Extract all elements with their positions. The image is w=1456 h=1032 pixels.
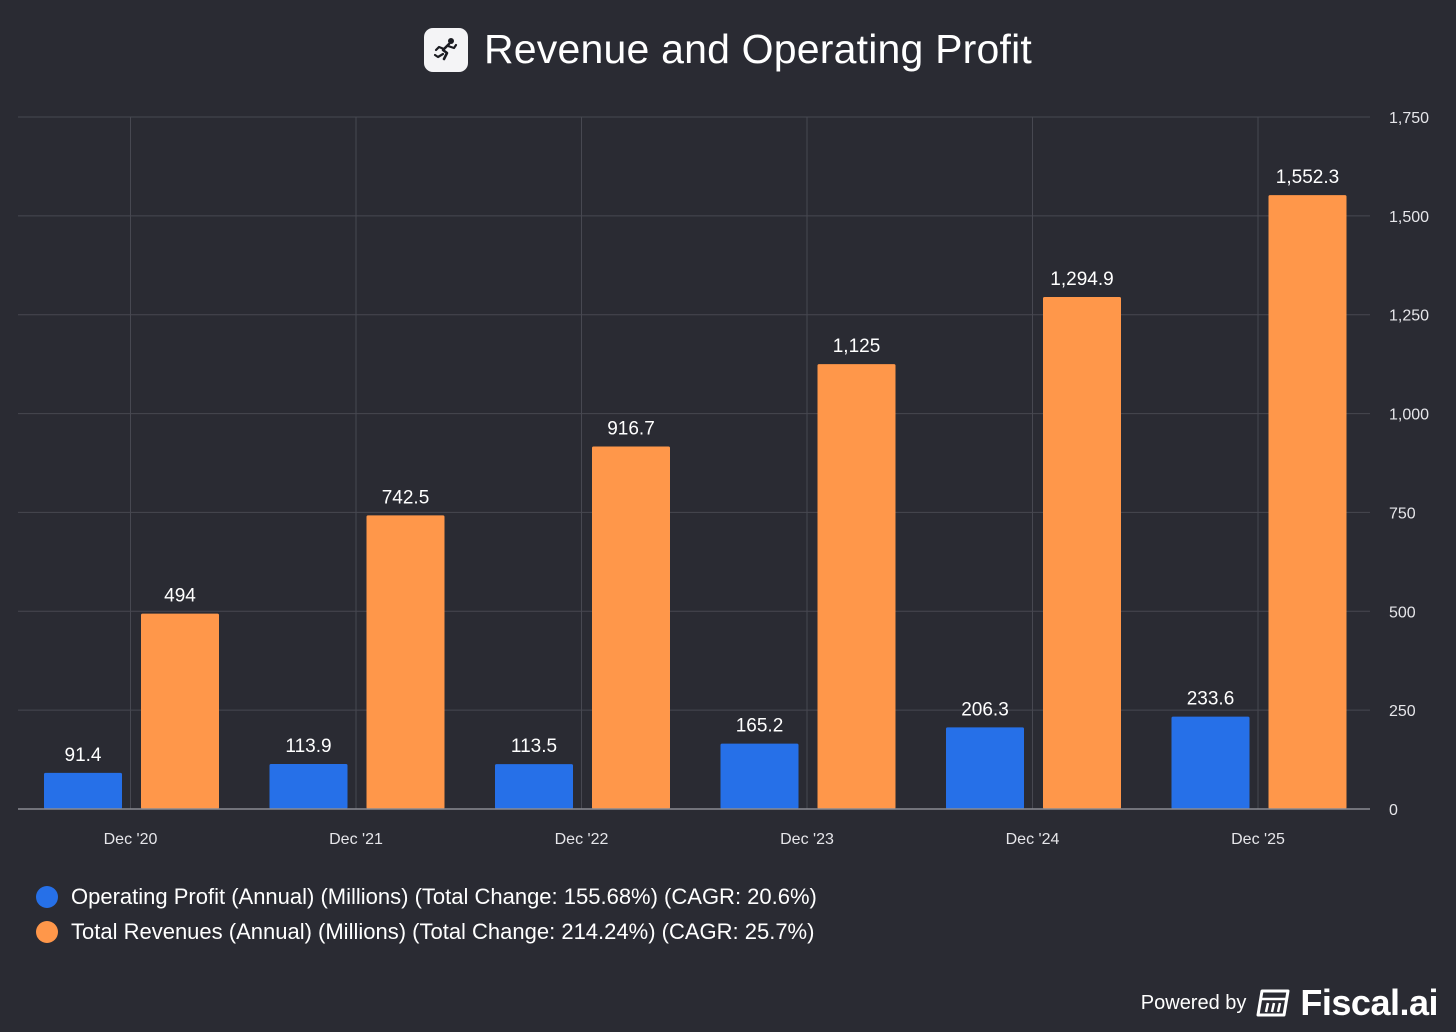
powered-by-footer[interactable]: Powered by Fiscal.ai bbox=[1140, 982, 1439, 1024]
bar-operating-profit bbox=[495, 764, 573, 809]
legend-label-total-revenues: Total Revenues (Annual) (Millions) (Tota… bbox=[71, 919, 815, 944]
x-tick-label: Dec '23 bbox=[780, 831, 834, 848]
data-label: 1,125 bbox=[833, 336, 881, 357]
y-tick-label: 1,000 bbox=[1389, 407, 1429, 424]
x-tick-label: Dec '21 bbox=[329, 831, 383, 848]
bar-total-revenues bbox=[141, 613, 219, 809]
runner-icon bbox=[423, 27, 468, 72]
legend-swatch-operating-profit bbox=[36, 886, 58, 908]
data-label: 1,294.9 bbox=[1050, 269, 1113, 290]
bar-total-revenues bbox=[817, 364, 896, 809]
bar-operating-profit bbox=[1171, 716, 1250, 809]
y-tick-label: 1,250 bbox=[1389, 308, 1429, 325]
x-tick-label: Dec '24 bbox=[1006, 831, 1060, 848]
y-tick-label: 1,750 bbox=[1389, 110, 1429, 127]
legend-label-operating-profit: Operating Profit (Annual) (Millions) (To… bbox=[71, 884, 817, 909]
x-tick-label: Dec '22 bbox=[555, 831, 609, 848]
data-label: 113.5 bbox=[511, 736, 557, 757]
data-label: 233.6 bbox=[1187, 689, 1235, 710]
data-label: 165.2 bbox=[736, 716, 784, 737]
legend-swatch-total-revenues bbox=[36, 921, 58, 943]
data-label: 916.7 bbox=[607, 419, 655, 440]
data-label: 742.5 bbox=[382, 487, 430, 508]
data-label: 113.9 bbox=[285, 736, 331, 757]
data-label: 494 bbox=[164, 586, 196, 607]
bar-total-revenues bbox=[592, 446, 670, 809]
legend-item-total-revenues[interactable]: Total Revenues (Annual) (Millions) (Tota… bbox=[36, 919, 814, 945]
y-tick-label: 250 bbox=[1389, 703, 1416, 720]
bar-chart: 0 250 500 750 1,000 1,250 1,500 1,750 Dec '20 Dec… bbox=[18, 110, 1429, 848]
data-label: 91.4 bbox=[65, 745, 102, 766]
data-label: 1,552.3 bbox=[1276, 167, 1339, 188]
bar-operating-profit bbox=[720, 743, 799, 809]
bar-operating-profit bbox=[269, 763, 348, 809]
chart-header: Revenue and Operating Profit bbox=[0, 26, 1456, 73]
chart-title: Revenue and Operating Profit bbox=[483, 26, 1033, 72]
x-tick-label: Dec '20 bbox=[104, 831, 158, 848]
y-tick-label: 0 bbox=[1389, 802, 1398, 819]
bar-total-revenues bbox=[1043, 296, 1121, 809]
bar-operating-profit bbox=[946, 727, 1024, 809]
y-tick-label: 1,500 bbox=[1389, 209, 1429, 226]
bar-total-revenues bbox=[1268, 195, 1347, 810]
powered-by-label: Powered by bbox=[1140, 991, 1247, 1014]
x-tick-label: Dec '25 bbox=[1231, 831, 1285, 848]
brand-name: Fiscal.ai bbox=[1300, 982, 1438, 1023]
y-tick-label: 500 bbox=[1389, 604, 1416, 621]
bar-operating-profit bbox=[44, 772, 122, 809]
data-label: 206.3 bbox=[961, 699, 1009, 720]
y-tick-label: 750 bbox=[1389, 505, 1416, 522]
legend-item-operating-profit[interactable]: Operating Profit (Annual) (Millions) (To… bbox=[36, 884, 817, 910]
fiscal-logo-icon bbox=[1256, 988, 1292, 1018]
bar-total-revenues bbox=[366, 515, 445, 809]
